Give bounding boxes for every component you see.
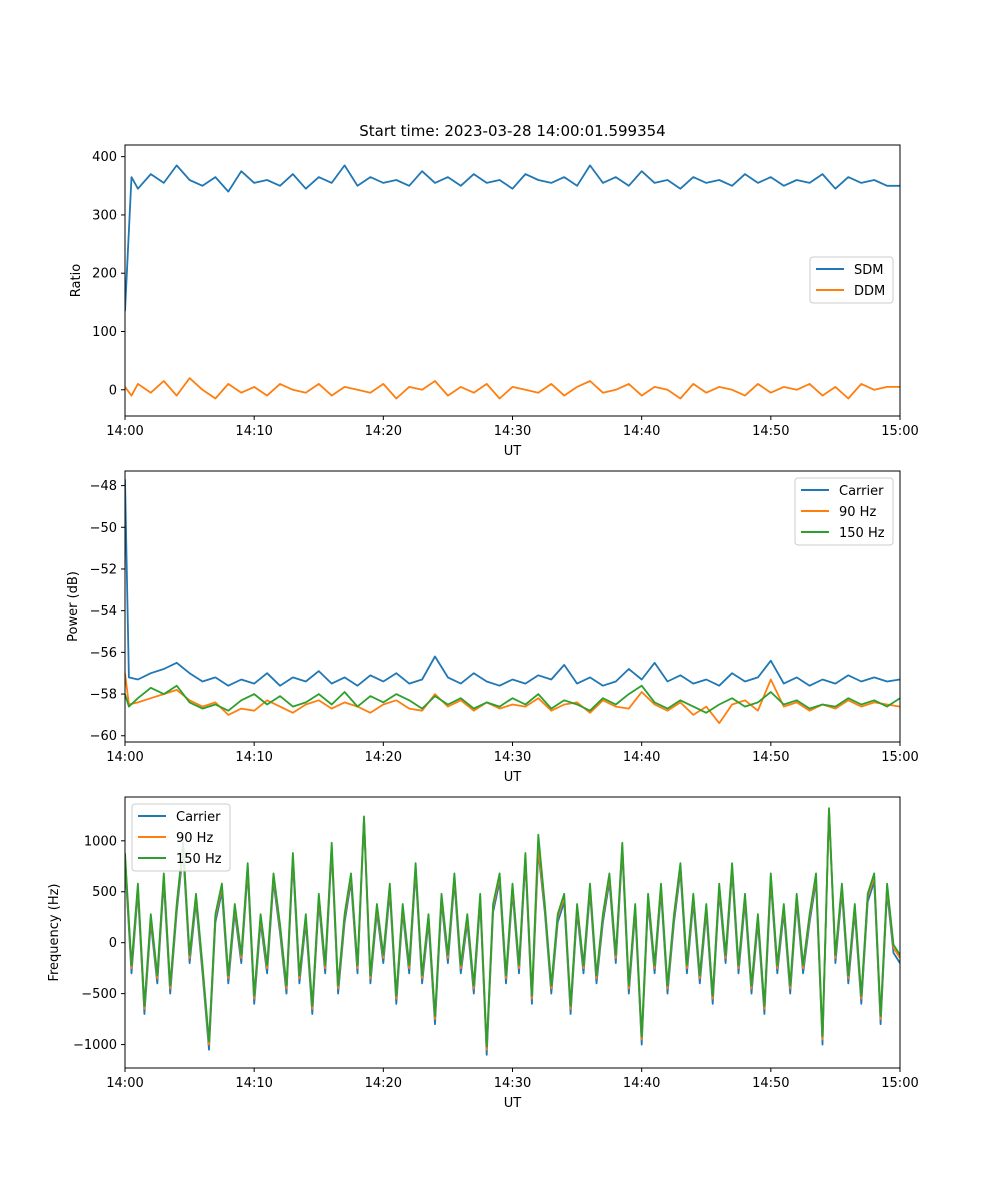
y-tick-label: −54 <box>90 604 117 619</box>
subplot-3: 14:00 14:10 14:20 14:30 14:40 14:50 15:00 UT 100… <box>47 796 919 1111</box>
y-tick-label: −56 <box>90 646 117 661</box>
x-tick-label: 14:30 <box>494 750 531 765</box>
series-line-150-hz <box>125 684 900 714</box>
x-tick-label: 14:10 <box>235 424 272 439</box>
y-axis-label: Ratio <box>69 264 84 297</box>
legend: Carrier 90 Hz 150 Hz <box>794 477 894 546</box>
y-tick-label: −48 <box>90 479 117 494</box>
x-tick-label: 14:10 <box>235 1076 272 1091</box>
y-tick-label: 0 <box>109 936 117 951</box>
y-tick-label: 300 <box>92 208 117 223</box>
series-line-sdm <box>125 164 900 312</box>
series-line-150-hz <box>125 807 900 1048</box>
x-tick-label: 14:20 <box>365 1076 402 1091</box>
x-tick-label: 14:40 <box>623 750 660 765</box>
x-tick-label: 14:40 <box>623 424 660 439</box>
x-tick-label: 14:30 <box>494 1076 531 1091</box>
y-tick-label: 100 <box>92 325 117 340</box>
x-tick-label: 15:00 <box>881 424 918 439</box>
series-line-90-hz <box>125 808 900 1051</box>
legend-label: DDM <box>854 284 885 299</box>
legend: Carrier 90 Hz 150 Hz <box>131 803 231 872</box>
subplot-2: 14:00 14:10 14:20 14:30 14:40 14:50 15:00 UT −48… <box>66 470 919 785</box>
chart-title: Start time: 2023-03-28 14:00:01.599354 <box>359 122 665 140</box>
series-line-ddm <box>125 377 900 400</box>
y-tick-label: −1000 <box>73 1038 117 1053</box>
y-tick-label: −58 <box>90 688 117 703</box>
legend-box <box>794 477 894 546</box>
axes-frame <box>124 796 901 1069</box>
series-line-90-hz <box>125 673 900 725</box>
legend-label: 90 Hz <box>176 831 213 846</box>
legend-box <box>131 803 231 872</box>
x-tick-label: 14:20 <box>365 750 402 765</box>
legend-label: 150 Hz <box>839 526 885 541</box>
x-tick-label: 15:00 <box>881 1076 918 1091</box>
y-tick-label: 1000 <box>84 834 117 849</box>
x-tick-label: 14:50 <box>752 1076 789 1091</box>
x-tick-label: 14:50 <box>752 750 789 765</box>
x-axis-label: UT <box>504 1096 522 1111</box>
subplot-1: 14:00 14:10 14:20 14:30 14:40 14:50 15:00 UT 0 10… <box>69 144 919 459</box>
legend-label: Carrier <box>176 810 221 825</box>
x-axis-label: UT <box>504 444 522 459</box>
x-tick-label: 14:00 <box>106 424 143 439</box>
legend-label: 90 Hz <box>839 505 876 520</box>
x-tick-label: 14:00 <box>106 1076 143 1091</box>
y-tick-label: −60 <box>90 729 117 744</box>
y-tick-label: −52 <box>90 562 117 577</box>
y-tick-label: 400 <box>92 150 117 165</box>
x-tick-label: 14:20 <box>365 424 402 439</box>
x-tick-label: 14:00 <box>106 750 143 765</box>
y-tick-label: −50 <box>90 521 117 536</box>
x-tick-label: 14:40 <box>623 1076 660 1091</box>
y-axis-label: Frequency (Hz) <box>47 883 62 981</box>
y-tick-label: 200 <box>92 267 117 282</box>
y-tick-label: 500 <box>92 885 117 900</box>
x-axis-label: UT <box>504 770 522 785</box>
series-line-carrier <box>125 479 900 687</box>
y-tick-label: −500 <box>81 987 117 1002</box>
series-line-carrier <box>125 809 900 1056</box>
legend-label: 150 Hz <box>176 852 222 867</box>
legend-label: SDM <box>854 263 883 278</box>
subplots: 14:00 14:10 14:20 14:30 14:40 14:50 15:00 UT 0 10… <box>47 144 919 1111</box>
x-tick-label: 14:50 <box>752 424 789 439</box>
legend: SDM DDM <box>809 256 894 304</box>
x-tick-label: 15:00 <box>881 750 918 765</box>
x-tick-label: 14:10 <box>235 750 272 765</box>
legend-label: Carrier <box>839 484 884 499</box>
x-tick-label: 14:30 <box>494 424 531 439</box>
y-axis-label: Power (dB) <box>66 571 81 642</box>
y-tick-label: 0 <box>109 383 117 398</box>
